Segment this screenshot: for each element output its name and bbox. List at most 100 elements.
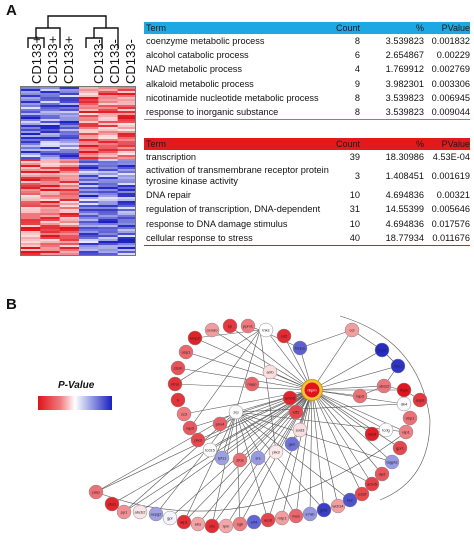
network-node-circle [288, 508, 304, 524]
heatmap-cell [117, 171, 135, 174]
network-node-circle [364, 476, 380, 492]
heatmap-cell [98, 151, 119, 154]
heatmap-cell [59, 163, 80, 166]
network-edge [139, 389, 313, 513]
network-node-label: arrb [266, 370, 274, 375]
heatmap-cell [21, 237, 41, 240]
heatmap-cell [98, 233, 119, 236]
heatmap-cell [40, 125, 61, 128]
heatmap-cell [59, 179, 80, 182]
heatmap-cell [40, 245, 61, 248]
heatmap-cell [21, 103, 41, 106]
heatmap-cell [40, 227, 61, 230]
heatmap-cell [40, 151, 61, 154]
heatmap-cell [79, 107, 99, 110]
heatmap-cell [21, 213, 41, 216]
heatmap-cell [59, 143, 80, 146]
heatmap-cell [117, 109, 135, 112]
network-node-circle [176, 406, 192, 422]
network-node-circle [396, 382, 412, 398]
network-node: xk1 [204, 518, 220, 534]
heatmap-cell [79, 251, 99, 254]
heatmap-cell [59, 139, 80, 142]
network-node-label: rhox [292, 514, 300, 519]
heatmap-cell [21, 193, 41, 196]
heatmap-cell [40, 237, 61, 240]
term-cell: response to inorganic substance [146, 106, 279, 117]
heatmap-cell [21, 117, 41, 120]
heatmap-cell [98, 175, 119, 178]
heatmap-cell [98, 235, 119, 238]
heatmap-cell [79, 245, 99, 248]
heatmap-cell [98, 215, 119, 218]
network-node-circle [402, 410, 418, 426]
network-node-label: tcd15 [205, 448, 216, 453]
network-node-circle [148, 506, 164, 522]
heatmap-cell [40, 121, 61, 124]
network-node: wdr14 [330, 498, 346, 514]
heatmap-cell [21, 199, 41, 202]
heatmap-cell [40, 143, 61, 146]
network-node: u2af [354, 486, 370, 502]
network-node-circle [228, 404, 244, 420]
heatmap-cell [98, 205, 119, 208]
heatmap-cell [117, 195, 135, 198]
heatmap-cell [98, 143, 119, 146]
heatmap-cell [98, 221, 119, 224]
header-count: Count [335, 23, 360, 33]
network-node-label: atp1 [180, 520, 189, 525]
network-node-circle [240, 318, 256, 334]
heatmap-cell [21, 123, 41, 126]
heatmap-cell [117, 103, 135, 106]
network-edge-arc [339, 315, 431, 501]
network-node: abcb2 [132, 504, 148, 520]
network-node-circle [258, 322, 274, 338]
network-node-circle [374, 466, 390, 482]
heatmap-cell [117, 151, 135, 154]
network-node-label: gpr [167, 516, 173, 521]
heatmap-cell [79, 113, 99, 116]
heatmap-cell [59, 235, 80, 238]
network-node-circle [202, 442, 218, 458]
heatmap-cell [98, 241, 119, 244]
heatmap-cell [117, 95, 135, 98]
heatmap-cell [79, 157, 99, 160]
percent-cell: 4.694836 [385, 190, 424, 201]
heatmap-cell [117, 99, 135, 102]
heatmap-cell [79, 221, 99, 224]
panel-a-label: A [6, 2, 17, 19]
heatmap-cell [40, 87, 61, 90]
heatmap-cell [40, 119, 61, 122]
network-node: lpf11 [214, 450, 230, 466]
network-node-label: pik3 [194, 438, 202, 443]
network-node-circle [384, 454, 400, 470]
heatmap-cell [79, 179, 99, 182]
heatmap-cell [21, 217, 41, 220]
heatmap-cell [79, 215, 99, 218]
percent-cell: 4.694836 [385, 218, 424, 229]
network-node-circle [364, 426, 380, 442]
heatmap-cell [21, 209, 41, 212]
network-edge [311, 389, 393, 463]
network-node-circle [274, 510, 290, 526]
percent-cell: 1.408451 [385, 171, 424, 182]
header-term: Term [146, 139, 166, 149]
heatmap-cell [21, 141, 41, 144]
network-edge [235, 403, 405, 413]
network-node: sod3 [292, 422, 308, 438]
network-node: usp1 [178, 344, 194, 360]
network-node-circle [232, 452, 248, 468]
heatmap-cell [21, 155, 41, 158]
network-node-label: srs [255, 456, 260, 461]
heatmap-cell [21, 99, 41, 102]
network-edge [311, 389, 387, 431]
network-node: rap3 [352, 388, 368, 404]
heatmap-cell [98, 155, 119, 158]
heatmap-cell [79, 129, 99, 132]
heatmap-cell [79, 185, 99, 188]
heatmap-cell [21, 251, 41, 254]
network-node: ntrol [167, 376, 183, 392]
term-cell: DNA repair [146, 190, 191, 201]
heatmap-cell [79, 131, 99, 134]
heatmap-cell [98, 137, 119, 140]
